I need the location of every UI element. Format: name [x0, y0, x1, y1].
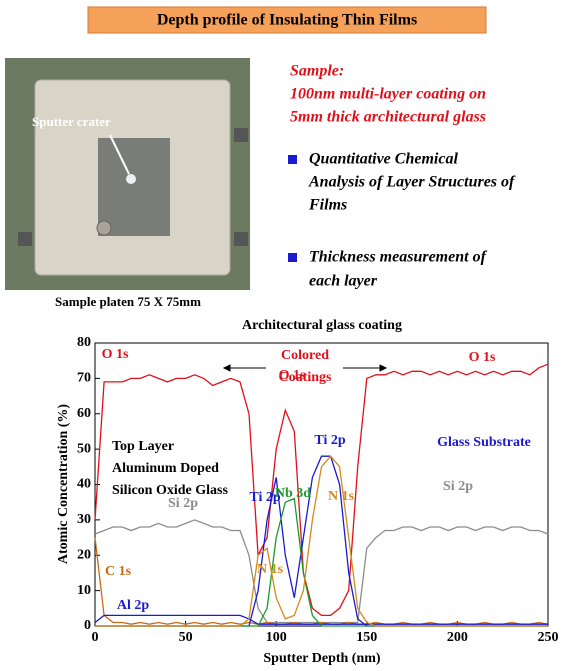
plot: 0 50 100 150 200 250 0 10 20 30 40 50 60 70 80 O 1s O 1s…: [77, 335, 559, 645]
sample-text: Sample:: [290, 63, 344, 80]
series-label: Al 2p: [117, 598, 150, 613]
bullet-text: Films: [308, 197, 347, 214]
y-axis-label: Atomic Concentration (%): [56, 404, 71, 565]
bullet-marker: [288, 253, 297, 262]
series-line: [95, 520, 548, 623]
series-label: C 1s: [105, 564, 132, 579]
series-label: N 1s: [257, 562, 284, 577]
series-label: Nb 3d: [275, 486, 311, 501]
series-label: Ti 2p: [314, 433, 345, 448]
clip: [234, 128, 248, 142]
bullet-text: each layer: [309, 273, 378, 290]
x-tick-label: 200: [447, 630, 468, 645]
y-tick-label: 0: [84, 618, 91, 633]
x-tick-label: 250: [538, 630, 559, 645]
annotation: Glass Substrate: [437, 435, 531, 450]
series-label: N 1s: [328, 489, 355, 504]
y-tick-label: 40: [77, 477, 91, 492]
series-line: [95, 499, 548, 626]
y-tick-label: 20: [77, 547, 91, 562]
y-tick-label: 70: [77, 371, 91, 386]
slide-title: Depth profile of Insulating Thin Films: [157, 12, 417, 29]
bullet-marker: [288, 155, 297, 164]
bullet-text: Thickness measurement of: [309, 249, 488, 266]
x-tick-label: 150: [356, 630, 377, 645]
bullet-text: Quantitative Chemical: [309, 151, 458, 168]
annotation: Aluminum Doped: [112, 461, 219, 476]
annotation: Coatings: [279, 370, 332, 385]
series-label: O 1s: [469, 350, 496, 365]
slide: Depth profile of Insulating Thin Films S…: [0, 0, 573, 666]
series-line: [95, 456, 548, 626]
sample-glass: [98, 138, 170, 236]
series-label: Si 2p: [443, 479, 473, 494]
y-tick-label: 50: [77, 441, 91, 456]
crater: [126, 174, 136, 184]
y-tick-label: 80: [77, 335, 91, 350]
bullet-text: Analysis of Layer Structures of: [308, 174, 516, 191]
annotation: Silicon Oxide Glass: [112, 483, 228, 498]
sample-text: 100nm multi-layer coating on: [290, 86, 486, 103]
sample-text: 5mm thick architectural glass: [290, 109, 486, 126]
series-label: O 1s: [102, 347, 129, 362]
series-label: Si 2p: [168, 496, 198, 511]
photo: Sputter crater: [5, 58, 250, 290]
x-tick-label: 0: [92, 630, 99, 645]
photo-caption: Sample platen 75 X 75mm: [55, 294, 201, 309]
annotation: Colored: [281, 348, 329, 363]
clip: [234, 232, 248, 246]
y-tick-label: 10: [77, 583, 91, 598]
chart-title: Architectural glass coating: [242, 318, 402, 333]
annotation: Top Layer: [112, 439, 174, 454]
x-axis-label: Sputter Depth (nm): [263, 651, 381, 666]
clip: [18, 232, 32, 246]
series-line: [95, 538, 548, 625]
y-tick-label: 60: [77, 406, 91, 421]
series-line: [95, 456, 548, 626]
x-tick-label: 50: [179, 630, 193, 645]
photo-label: Sputter crater: [32, 114, 111, 129]
page: Depth profile of Insulating Thin Films S…: [0, 0, 573, 671]
screw: [97, 221, 111, 235]
x-tick-label: 100: [266, 630, 287, 645]
y-tick-label: 30: [77, 512, 91, 527]
